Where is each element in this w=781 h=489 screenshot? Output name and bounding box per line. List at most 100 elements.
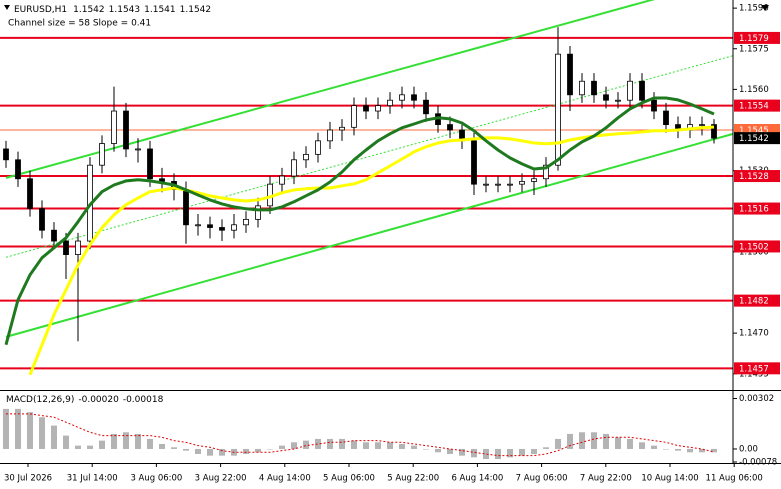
candle-body [411,94,417,101]
macd-bar [531,448,537,454]
price-label-box [734,294,780,307]
macd-bar [147,438,153,449]
price-label-box [734,202,780,215]
channel-upper [5,0,656,179]
y-tick-label: 1.1470 [739,329,769,339]
macd-bar [243,448,249,454]
x-tick-label: 5 Aug 22:00 [387,474,439,484]
macd-bar [423,448,429,450]
macd-bar [39,417,45,449]
x-tick-label: 10 Aug 14:00 [641,474,698,484]
candle-body [291,159,297,177]
macd-title: MACD(12,26,9) [6,395,74,405]
candle-body [123,110,129,150]
macd-bar [603,433,609,449]
candle-body [255,205,261,220]
price-panel [0,0,733,376]
macd-bar [411,445,417,449]
x-tick-label: 6 Aug 14:00 [451,474,503,484]
candle-body [399,94,405,101]
x-tick-label: 30 Jul 2026 [4,474,52,484]
macd-bar [135,433,141,449]
macd-bar [435,448,441,453]
macd-bar [687,448,693,453]
dropdown-arrow[interactable] [761,5,769,11]
macd-bar [327,438,333,449]
channel-mid [5,55,733,258]
macd-bar [183,448,189,451]
macd-bar [675,448,681,451]
candle-body [531,178,537,182]
quote-open: 1.1542 [73,5,105,15]
candle-body [699,124,705,126]
price-label: 1.1457 [739,364,769,374]
x-tick-label: 4 Aug 14:00 [259,474,311,484]
macd-bar [627,438,633,449]
macd-y-tick-label: 0.00 [739,444,758,454]
macd-bar [483,448,489,459]
macd-bar [579,432,585,449]
symbol: EURUSD,H1 [14,5,67,15]
y-tick-label: 1.1575 [739,44,769,54]
candle-body [423,99,429,115]
macd-bar [75,445,81,449]
candle-body [639,80,645,101]
macd-bar [387,442,393,449]
macd-bar [459,448,465,456]
macd-bar [663,448,669,450]
macd-bar [51,425,57,449]
macd-bar [87,445,93,449]
quote-close: 1.1542 [180,5,212,15]
candle-body [363,105,369,112]
candle-body [591,80,597,96]
candle-body [51,229,57,242]
macd-bar [303,440,309,449]
candle-body [567,53,573,96]
macd-bar [3,408,9,449]
macd-bar [159,443,165,449]
candle-body [219,227,225,231]
candle-body [207,224,213,228]
macd-bar [219,448,225,456]
macd-bar [543,447,549,449]
price-label: 1.1542 [739,134,769,144]
macd-bar [195,448,201,454]
menu-arrow[interactable] [4,5,10,10]
candle-body [147,148,153,180]
x-tick-label: 31 Jul 14:00 [67,474,118,484]
candle-body [27,178,33,209]
candle-body [195,224,201,227]
y-tick-label: 1.1560 [739,85,769,95]
candle-body [471,140,477,185]
candle-body [135,148,141,151]
candle-body [3,148,9,161]
macd-bar [63,435,69,449]
macd-signal-value: -0.00018 [123,395,164,405]
candle-body [375,105,381,112]
macd-panel [3,408,717,459]
price-label-box [734,240,780,253]
macd-bar [471,448,477,458]
candle-body [315,140,321,155]
candle-body [327,129,333,142]
moving-average [28,125,715,376]
candle-body [507,183,513,186]
candle-body [15,159,21,180]
subtitle: Channel size = 58 Slope = 0.41 [8,19,151,29]
x-tick-label: 3 Aug 06:00 [130,474,182,484]
macd-bar [507,448,513,458]
candle-body [39,208,45,231]
macd-bar [699,448,705,453]
macd-bar [267,448,273,450]
candle-body [615,99,621,102]
macd-bar [111,433,117,449]
candle-body [495,183,501,186]
candle-body [231,224,237,231]
quote-high: 1.1543 [109,5,141,15]
macd-bar [255,448,261,453]
candle-body [183,189,189,226]
candle-body [447,124,453,131]
candle-body [303,153,309,161]
candle-body [111,110,117,144]
